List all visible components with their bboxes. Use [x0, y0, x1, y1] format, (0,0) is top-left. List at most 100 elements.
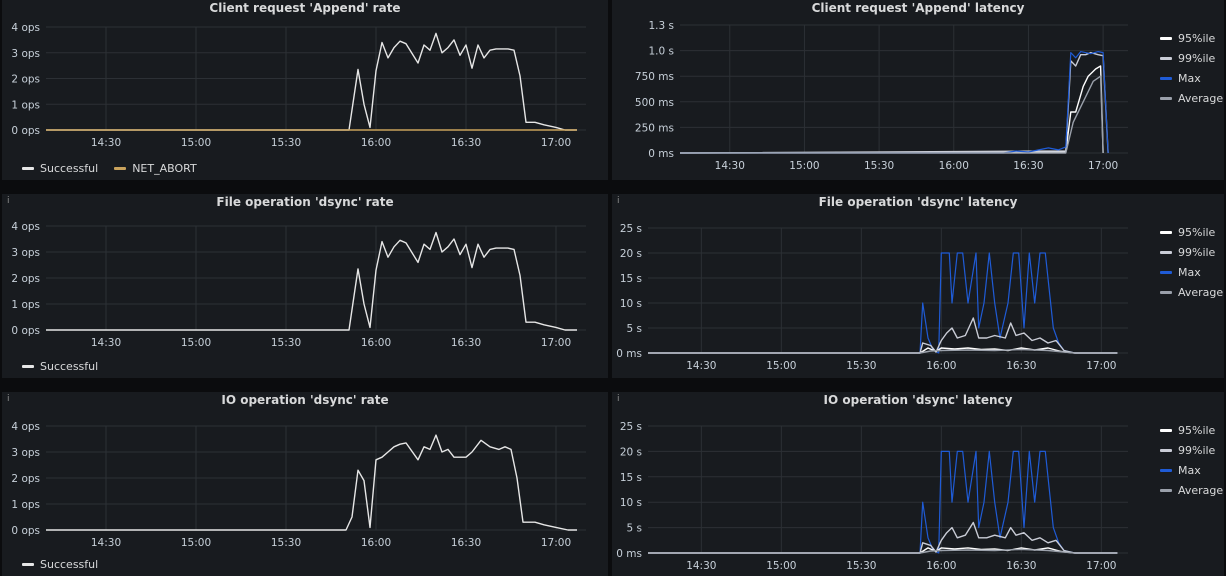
legend-item[interactable]: 95%ile [1160, 222, 1223, 242]
x-tick-label: 16:30 [451, 337, 481, 349]
legend-label: 95%ile [1178, 225, 1216, 239]
legend-item[interactable]: 99%ile [1160, 440, 1223, 460]
legend-swatch [22, 364, 34, 368]
chart-svg: 0 ms 250 ms 500 ms 750 ms 1.0 s 1.3 s 14:30 15:… [635, 20, 1128, 172]
y-tick-label: 0 ops [11, 525, 40, 537]
legend-swatch [22, 562, 34, 566]
x-tick-label: 16:30 [1013, 160, 1043, 172]
legend-item[interactable]: Successful [22, 554, 98, 574]
series-line-max[interactable] [680, 50, 1109, 154]
x-tick-label: 16:00 [939, 160, 969, 172]
panel-title[interactable]: IO operation 'dsync' latency [823, 393, 1013, 407]
y-tick-label: 2 ops [11, 273, 40, 285]
chart-svg: 0 ms 5 s 10 s 15 s 20 s 25 s 14:30 15:00 15:30 16… [616, 223, 1128, 372]
panel-title[interactable]: Client request 'Append' latency [811, 1, 1025, 15]
info-icon[interactable]: i [617, 394, 620, 404]
legend-label: Max [1178, 71, 1201, 85]
x-tick-label: 17:00 [1086, 560, 1116, 572]
y-tick-label: 25 s [620, 223, 642, 235]
series-line-max[interactable] [648, 252, 1118, 354]
info-icon[interactable]: i [7, 394, 10, 404]
x-tick-label: 15:00 [181, 137, 211, 149]
y-tick-label: 2 ops [11, 74, 40, 86]
legend: 95%ile 99%ile Max Average [1160, 420, 1223, 500]
y-tick-label: 10 s [620, 497, 642, 509]
legend-swatch [1160, 270, 1172, 274]
legend-swatch [1160, 76, 1172, 80]
legend-item[interactable]: Successful [22, 356, 98, 376]
legend-label: 99%ile [1178, 443, 1216, 457]
panel-client-append-latency: Client request 'Append' latency 0 ms 250 … [612, 0, 1224, 180]
x-tick-label: 16:30 [451, 137, 481, 149]
legend-item[interactable]: 95%ile [1160, 420, 1223, 440]
series-line-max[interactable] [648, 450, 1118, 554]
panel-file-dsync-rate: i File operation 'dsync' rate 0 ops 1 ops… [2, 194, 608, 378]
x-tick-label: 15:30 [271, 137, 301, 149]
series-line-p95[interactable] [648, 347, 1118, 354]
panel-title[interactable]: File operation 'dsync' rate [216, 195, 394, 209]
legend-item[interactable]: Max [1160, 460, 1223, 480]
x-tick-label: 16:00 [361, 537, 391, 549]
legend-label: 95%ile [1178, 423, 1216, 437]
y-tick-label: 1.3 s [648, 20, 674, 32]
series-line-successful[interactable] [46, 32, 577, 131]
series-line-average[interactable] [680, 75, 1104, 154]
legend-swatch [1160, 96, 1172, 100]
legend: Successful NET_ABORT [22, 158, 197, 178]
legend-item[interactable]: 99%ile [1160, 242, 1223, 262]
y-tick-label: 20 s [620, 446, 642, 458]
y-tick-label: 1 ops [11, 99, 40, 111]
y-tick-label: 0 ops [11, 325, 40, 337]
legend-label: Average [1178, 91, 1224, 105]
x-tick-label: 16:30 [1006, 360, 1036, 372]
series-line-p99[interactable] [679, 51, 1109, 154]
series-line-average[interactable] [648, 348, 1118, 354]
legend-swatch [114, 166, 127, 170]
panel-title[interactable]: IO operation 'dsync' rate [221, 393, 389, 407]
y-tick-label: 25 s [620, 421, 642, 433]
series-line-p95[interactable] [648, 547, 1118, 554]
legend-label: Successful [40, 359, 99, 373]
x-tick-label: 16:00 [361, 337, 391, 349]
x-tick-label: 14:30 [715, 160, 745, 172]
legend-swatch [22, 166, 34, 170]
x-tick-label: 15:30 [271, 537, 301, 549]
series-line-average[interactable] [648, 548, 1118, 554]
panel-title[interactable]: Client request 'Append' rate [209, 1, 401, 15]
legend-swatch [1160, 250, 1172, 254]
y-tick-label: 0 ms [616, 348, 642, 360]
legend-item[interactable]: 95%ile [1160, 28, 1223, 48]
info-icon[interactable]: i [7, 196, 10, 206]
legend-item[interactable]: Average [1160, 480, 1223, 500]
legend-item[interactable]: Average [1160, 282, 1223, 302]
y-tick-label: 5 s [627, 323, 643, 335]
legend-swatch [1160, 56, 1172, 60]
x-tick-label: 14:30 [91, 137, 121, 149]
y-tick-label: 1 ops [11, 299, 40, 311]
y-tick-label: 500 ms [635, 97, 674, 109]
panel-title[interactable]: File operation 'dsync' latency [818, 195, 1018, 209]
panel-file-dsync-latency: i File operation 'dsync' latency 0 ms 5 s… [612, 194, 1224, 378]
y-tick-label: 3 ops [11, 447, 40, 459]
x-tick-label: 16:30 [1006, 560, 1036, 572]
legend-label: Average [1178, 285, 1224, 299]
legend-item[interactable]: Successful [22, 158, 98, 178]
legend-item[interactable]: 99%ile [1160, 48, 1223, 68]
x-tick-label: 14:30 [91, 537, 121, 549]
legend-item[interactable]: Max [1160, 68, 1223, 88]
series-line-successful[interactable] [46, 231, 577, 331]
x-tick-label: 16:00 [361, 137, 391, 149]
info-icon[interactable]: i [617, 196, 620, 206]
legend-item[interactable]: NET_ABORT [114, 158, 197, 178]
legend-item[interactable]: Average [1160, 88, 1223, 108]
x-tick-label: 15:00 [181, 337, 211, 349]
series-line-successful[interactable] [46, 434, 577, 531]
legend-swatch [1160, 428, 1172, 432]
series-line-p95[interactable] [679, 65, 1104, 154]
legend-item[interactable]: Max [1160, 262, 1223, 282]
y-tick-label: 3 ops [11, 48, 40, 60]
x-tick-label: 14:30 [91, 337, 121, 349]
y-tick-label: 2 ops [11, 473, 40, 485]
y-tick-label: 1 ops [11, 499, 40, 511]
x-tick-label: 17:00 [541, 537, 571, 549]
